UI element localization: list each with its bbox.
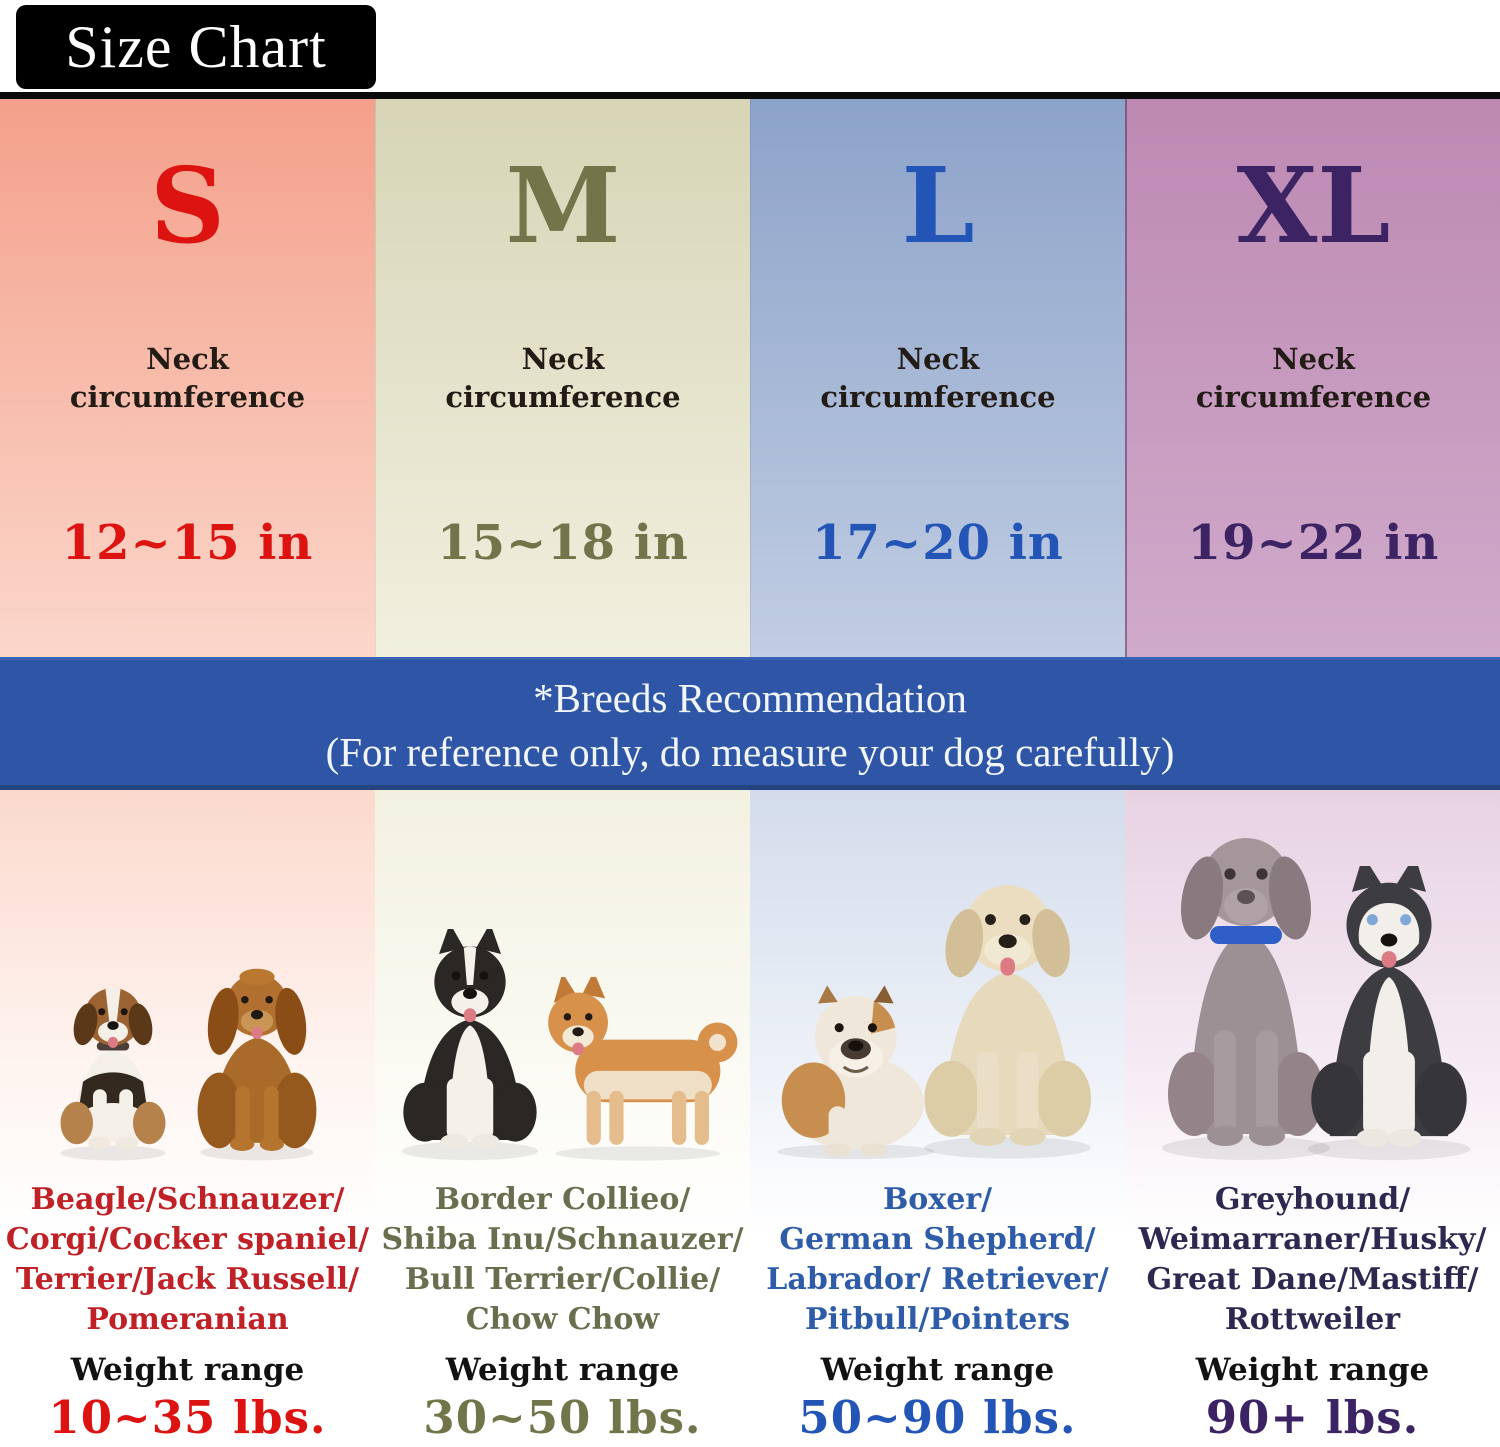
breeds-list-l: Boxer/ German Shepherd/ Labrador/ Retrie… bbox=[766, 1182, 1109, 1337]
neck-circumference-label: Neck circumference bbox=[820, 342, 1056, 415]
neck-circumference-value: 17~20 in bbox=[812, 514, 1064, 571]
breeds-column-l: Boxer/ German Shepherd/ Labrador/ Retrie… bbox=[750, 790, 1125, 1447]
weight-range-label: Weight range bbox=[1195, 1351, 1430, 1388]
neck-circumference-label: Neck circumference bbox=[69, 342, 306, 415]
size-letter-s: S bbox=[149, 144, 226, 267]
size-column-m: M Neck circumference 15~18 in bbox=[375, 99, 750, 657]
beagle-illustration bbox=[60, 987, 165, 1161]
weight-range-label: Weight range bbox=[820, 1351, 1055, 1388]
title-box: Size Chart bbox=[16, 5, 376, 89]
weimaraner-illustration bbox=[1161, 838, 1330, 1160]
breeds-column-m: Border Collieo/ Shiba Inu/Schnauzer/ Bul… bbox=[375, 790, 750, 1447]
size-letter-l: L bbox=[901, 144, 975, 267]
weight-range-label: Weight range bbox=[70, 1351, 305, 1388]
breeds-list-m: Border Collieo/ Shiba Inu/Schnauzer/ Bul… bbox=[381, 1182, 744, 1337]
dog-photos-s bbox=[0, 790, 375, 1162]
dog-photos-l bbox=[750, 790, 1125, 1162]
size-column-s: S Neck circumference 12~15 in bbox=[0, 99, 375, 657]
neck-circumference-label: Neck circumference bbox=[1195, 342, 1432, 415]
page-title: Size Chart bbox=[65, 13, 327, 80]
breeds-list-s: Beagle/Schnauzer/ Corgi/Cocker spaniel/ … bbox=[5, 1182, 370, 1337]
size-grid: S Neck circumference 12~15 in M Neck cir… bbox=[0, 99, 1500, 657]
neck-circumference-label: Neck circumference bbox=[445, 342, 681, 415]
size-column-l: L Neck circumference 17~20 in bbox=[750, 99, 1125, 657]
banner-subtitle: (For reference only, do measure your dog… bbox=[325, 729, 1175, 776]
golden-retriever-illustration bbox=[924, 885, 1091, 1159]
size-letter-xl: XL bbox=[1236, 144, 1391, 267]
weight-range-value: 30~50 lbs. bbox=[423, 1390, 702, 1444]
header: Size Chart bbox=[0, 0, 1500, 92]
bulldog-illustration bbox=[777, 985, 935, 1160]
cocker-spaniel-illustration bbox=[197, 968, 316, 1161]
breeds-column-s: Beagle/Schnauzer/ Corgi/Cocker spaniel/ … bbox=[0, 790, 375, 1447]
border-collie-illustration bbox=[401, 929, 538, 1161]
dog-photos-xl bbox=[1125, 790, 1500, 1162]
neck-circumference-value: 12~15 in bbox=[61, 514, 314, 571]
neck-circumference-value: 15~18 in bbox=[437, 514, 689, 571]
dog-photos-m bbox=[375, 790, 750, 1162]
breeds-list-xl: Greyhound/ Weimarraner/Husky/ Great Dane… bbox=[1138, 1182, 1487, 1337]
shiba-inu-illustration bbox=[547, 977, 737, 1161]
husky-illustration bbox=[1307, 866, 1470, 1161]
weight-range-label: Weight range bbox=[445, 1351, 680, 1388]
neck-circumference-value: 19~22 in bbox=[1187, 514, 1440, 571]
size-column-xl: XL Neck circumference 19~22 in bbox=[1125, 99, 1500, 657]
weight-range-value: 10~35 lbs. bbox=[48, 1390, 327, 1444]
breeds-grid: Beagle/Schnauzer/ Corgi/Cocker spaniel/ … bbox=[0, 790, 1500, 1447]
breeds-column-xl: Greyhound/ Weimarraner/Husky/ Great Dane… bbox=[1125, 790, 1500, 1447]
banner-title: *Breeds Recommendation bbox=[533, 675, 967, 721]
header-divider bbox=[0, 92, 1500, 99]
weight-range-value: 90+ lbs. bbox=[1205, 1390, 1420, 1444]
weight-range-value: 50~90 lbs. bbox=[798, 1390, 1077, 1444]
size-letter-m: M bbox=[505, 144, 621, 267]
breeds-recommendation-banner: *Breeds Recommendation (For reference on… bbox=[0, 657, 1500, 790]
